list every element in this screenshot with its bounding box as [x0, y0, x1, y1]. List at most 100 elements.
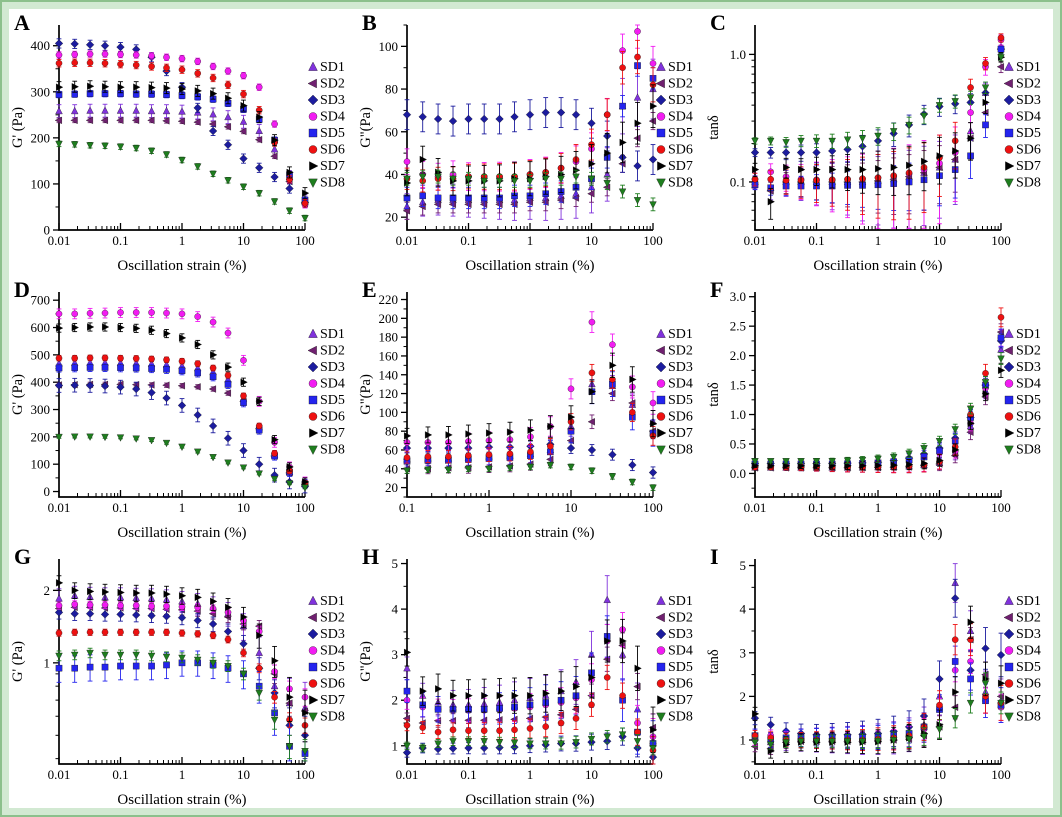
- axis-text: 40: [385, 167, 398, 182]
- series-SD8: [403, 461, 657, 492]
- legend-label: SD6: [668, 410, 693, 425]
- series-SD3: [54, 605, 310, 760]
- legend-label: SD4: [320, 110, 345, 125]
- legend-label: SD8: [668, 710, 693, 725]
- legend-label: SD1: [320, 327, 345, 342]
- axis-text: tanδ: [706, 382, 722, 407]
- legend-label: SD6: [320, 143, 345, 158]
- panel-letter-H: H: [362, 544, 380, 569]
- axis-text: 100: [31, 176, 51, 191]
- series-SD8: [751, 53, 1005, 149]
- axis-text: 60: [385, 124, 398, 139]
- panel-letter-B: B: [362, 10, 377, 35]
- axis-text: 0.01: [396, 767, 419, 782]
- panel-G-plot: 0.01 0.1 1 10 100 1 2 Oscillation strain (%) G' …: [10, 559, 345, 808]
- axis-text: Oscillation strain (%): [813, 792, 942, 808]
- axis-text: 700: [31, 293, 51, 308]
- series-SD3: [54, 377, 310, 494]
- axis-text: 2.5: [730, 319, 746, 334]
- legend-label: SD5: [320, 660, 345, 675]
- legend-label: SD4: [320, 377, 345, 392]
- panel-F: F 0.01 0.1 1 10 100 0.0 0.5 1.0 1.5 2.0 2.5 3.0 Oscil…: [705, 276, 1053, 543]
- legend-label: SD5: [320, 126, 345, 141]
- legend-label: SD6: [1016, 410, 1041, 425]
- axis-text: 0.1: [112, 500, 128, 515]
- legend-label: SD1: [1016, 594, 1041, 609]
- axis-text: G' (Pa): [10, 107, 26, 148]
- panel-D: D 0.01 0.1 1 10 100 0 100 200 300 400 500 600 700 Osci…: [9, 276, 357, 543]
- legend-label: SD5: [320, 393, 345, 408]
- legend-label: SD6: [1016, 143, 1041, 158]
- legend-label: SD2: [1016, 77, 1041, 92]
- legend-label: SD2: [668, 77, 693, 92]
- axis-text: 1: [44, 655, 51, 670]
- axis-text: 1: [875, 767, 882, 782]
- legend-label: SD2: [668, 344, 693, 359]
- legend-label: SD2: [1016, 344, 1041, 359]
- panel-B-plot: 0.01 0.1 1 10 100 20 40 60 80 100 Oscillation stra…: [358, 24, 693, 274]
- panel-F-plot: 0.01 0.1 1 10 100 0.0 0.5 1.0 1.5 2.0 2.5 3.0 Oscill…: [706, 289, 1041, 541]
- series-SD7: [56, 322, 310, 487]
- axis-text: 1: [392, 738, 399, 753]
- axis-text: 200: [31, 429, 51, 444]
- series-SD1: [751, 341, 1005, 473]
- axis-text: 200: [379, 311, 399, 326]
- legend-label: SD8: [1016, 176, 1041, 191]
- series-SD8: [751, 672, 1005, 750]
- axis-text: 220: [379, 292, 399, 307]
- axis-text: 100: [295, 500, 315, 515]
- legend-label: SD7: [668, 693, 693, 708]
- axis-text: Oscillation strain (%): [117, 792, 246, 808]
- axis-text: 1: [740, 733, 747, 748]
- panel-A: A 0.01 0.1 1 10 100 0 100 200 300 400 Oscillation s…: [9, 9, 357, 276]
- axis-text: 2: [44, 583, 51, 598]
- axis-text: 160: [379, 348, 399, 363]
- legend-label: SD7: [320, 426, 345, 441]
- series-SD3: [750, 333, 1006, 468]
- axis-text: 0.1: [112, 233, 128, 248]
- axis-text: 20: [385, 480, 398, 495]
- series-SD7: [56, 80, 310, 200]
- series-SD8: [751, 352, 1005, 466]
- axis-text: 1: [179, 500, 186, 515]
- axis-text: Oscillation strain (%): [813, 258, 942, 274]
- axis-text: 140: [379, 367, 399, 382]
- panel-C: C 0.01 0.1 1 10 100 0.1 1.0 Oscillation strain (…: [705, 9, 1053, 276]
- legend-label: SD8: [320, 176, 345, 191]
- series-SD2: [402, 632, 656, 742]
- legend-label: SD3: [320, 627, 345, 642]
- axis-text: Oscillation strain (%): [117, 258, 246, 274]
- series-SD1: [55, 358, 309, 488]
- legend-label: SD7: [1016, 159, 1041, 174]
- axis-text: Oscillation strain (%): [465, 525, 594, 541]
- axis-text: 0.01: [744, 767, 767, 782]
- panel-letter-C: C: [710, 10, 726, 35]
- panel-B: B 0.01 0.1 1 10 100 20 40 60 80 100 Oscillation str…: [357, 9, 705, 276]
- legend-label: SD3: [1016, 627, 1041, 642]
- panel-letter-G: G: [14, 544, 32, 569]
- axis-text: 1.5: [730, 378, 746, 393]
- axis-text: 10: [933, 500, 946, 515]
- axis-text: 100: [379, 405, 399, 420]
- axis-text: 400: [31, 375, 51, 390]
- axis-text: 1: [179, 767, 186, 782]
- axis-text: 80: [385, 82, 398, 97]
- axis-text: G' (Pa): [10, 641, 26, 682]
- axis-text: 600: [31, 320, 51, 335]
- axis-text: tanδ: [706, 649, 722, 674]
- legend-label: SD1: [668, 594, 693, 609]
- axis-text: 0.01: [48, 767, 71, 782]
- series-SD6: [55, 58, 309, 208]
- axis-text: 0.1: [808, 233, 824, 248]
- legend-label: SD6: [320, 410, 345, 425]
- axis-text: 40: [385, 461, 398, 476]
- series-SD8: [55, 140, 309, 223]
- axis-text: 4: [740, 602, 747, 617]
- axis-text: 10: [585, 767, 598, 782]
- axis-text: 1.0: [730, 407, 746, 422]
- axis-text: 1: [875, 233, 882, 248]
- legend-label: SD6: [320, 677, 345, 692]
